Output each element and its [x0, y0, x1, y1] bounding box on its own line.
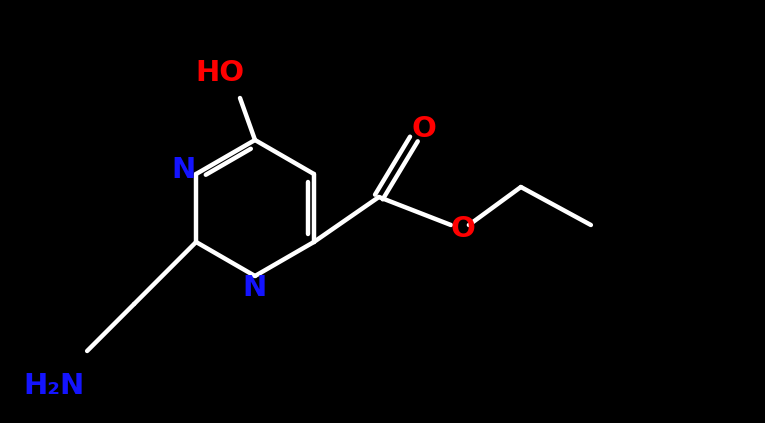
- Text: O: O: [412, 115, 436, 143]
- Text: H₂N: H₂N: [24, 372, 85, 400]
- Text: O: O: [451, 215, 475, 243]
- Text: N: N: [171, 156, 195, 184]
- Text: N: N: [243, 274, 267, 302]
- Text: HO: HO: [195, 59, 245, 87]
